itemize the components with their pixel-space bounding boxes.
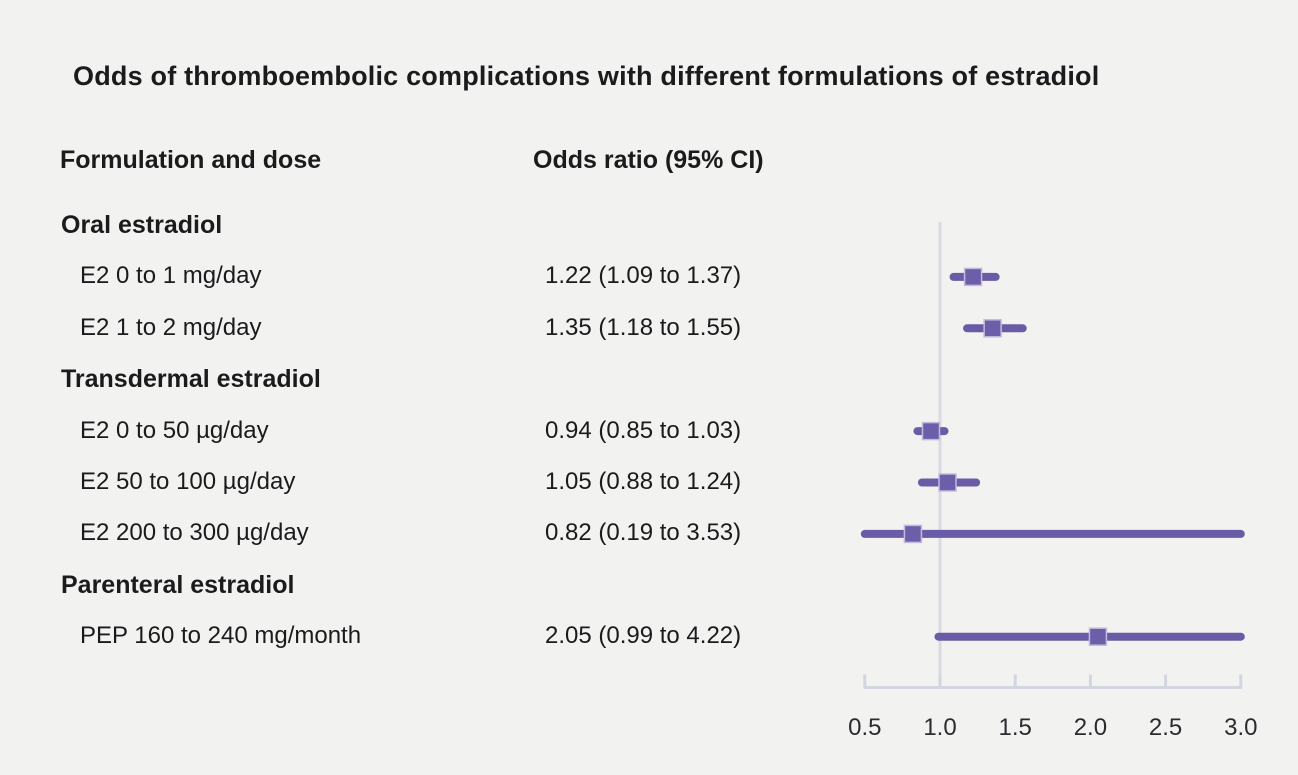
axis-tick-label: 1.0 — [923, 714, 956, 741]
column-header-odds-ratio: Odds ratio (95% CI) — [533, 146, 764, 174]
or-marker — [963, 267, 983, 287]
odds-ratio-value: 1.35 (1.18 to 1.55) — [545, 313, 742, 341]
formulation-label: E2 1 to 2 mg/day — [80, 313, 262, 341]
formulation-label: E2 50 to 100 µg/day — [80, 468, 296, 495]
or-marker — [938, 473, 957, 492]
odds-ratio-value: 0.94 (0.85 to 1.03) — [545, 416, 742, 444]
axis-tick-label: 1.5 — [999, 714, 1032, 741]
odds-ratio-value: 1.05 (0.88 to 1.24) — [545, 468, 742, 495]
odds-ratio-value: 1.22 (1.09 to 1.37) — [545, 262, 742, 290]
or-marker — [983, 319, 1002, 338]
column-header-formulation: Formulation and dose — [60, 146, 322, 174]
figure-title: Odds of thromboembolic complications wit… — [73, 61, 1100, 91]
axis-tick-label: 0.5 — [848, 714, 881, 741]
group-label: Transdermal estradiol — [61, 365, 321, 394]
formulation-label: E2 200 to 300 µg/day — [80, 519, 309, 547]
formulation-label: E2 0 to 1 mg/day — [80, 262, 262, 290]
group-label: Oral estradiol — [61, 211, 223, 239]
odds-ratio-value: 0.82 (0.19 to 3.53) — [545, 519, 742, 547]
formulation-label: PEP 160 to 240 mg/month — [80, 622, 362, 650]
axis-tick-label: 2.5 — [1149, 714, 1182, 741]
axis-tick-label: 2.0 — [1074, 714, 1107, 741]
or-marker — [1088, 627, 1108, 646]
or-marker — [921, 421, 941, 441]
group-label: Parenteral estradiol — [61, 570, 295, 599]
odds-ratio-value: 2.05 (0.99 to 4.22) — [545, 622, 742, 650]
formulation-label: E2 0 to 50 µg/day — [80, 416, 269, 444]
axis-tick-label: 3.0 — [1224, 714, 1257, 741]
or-marker — [903, 524, 923, 544]
